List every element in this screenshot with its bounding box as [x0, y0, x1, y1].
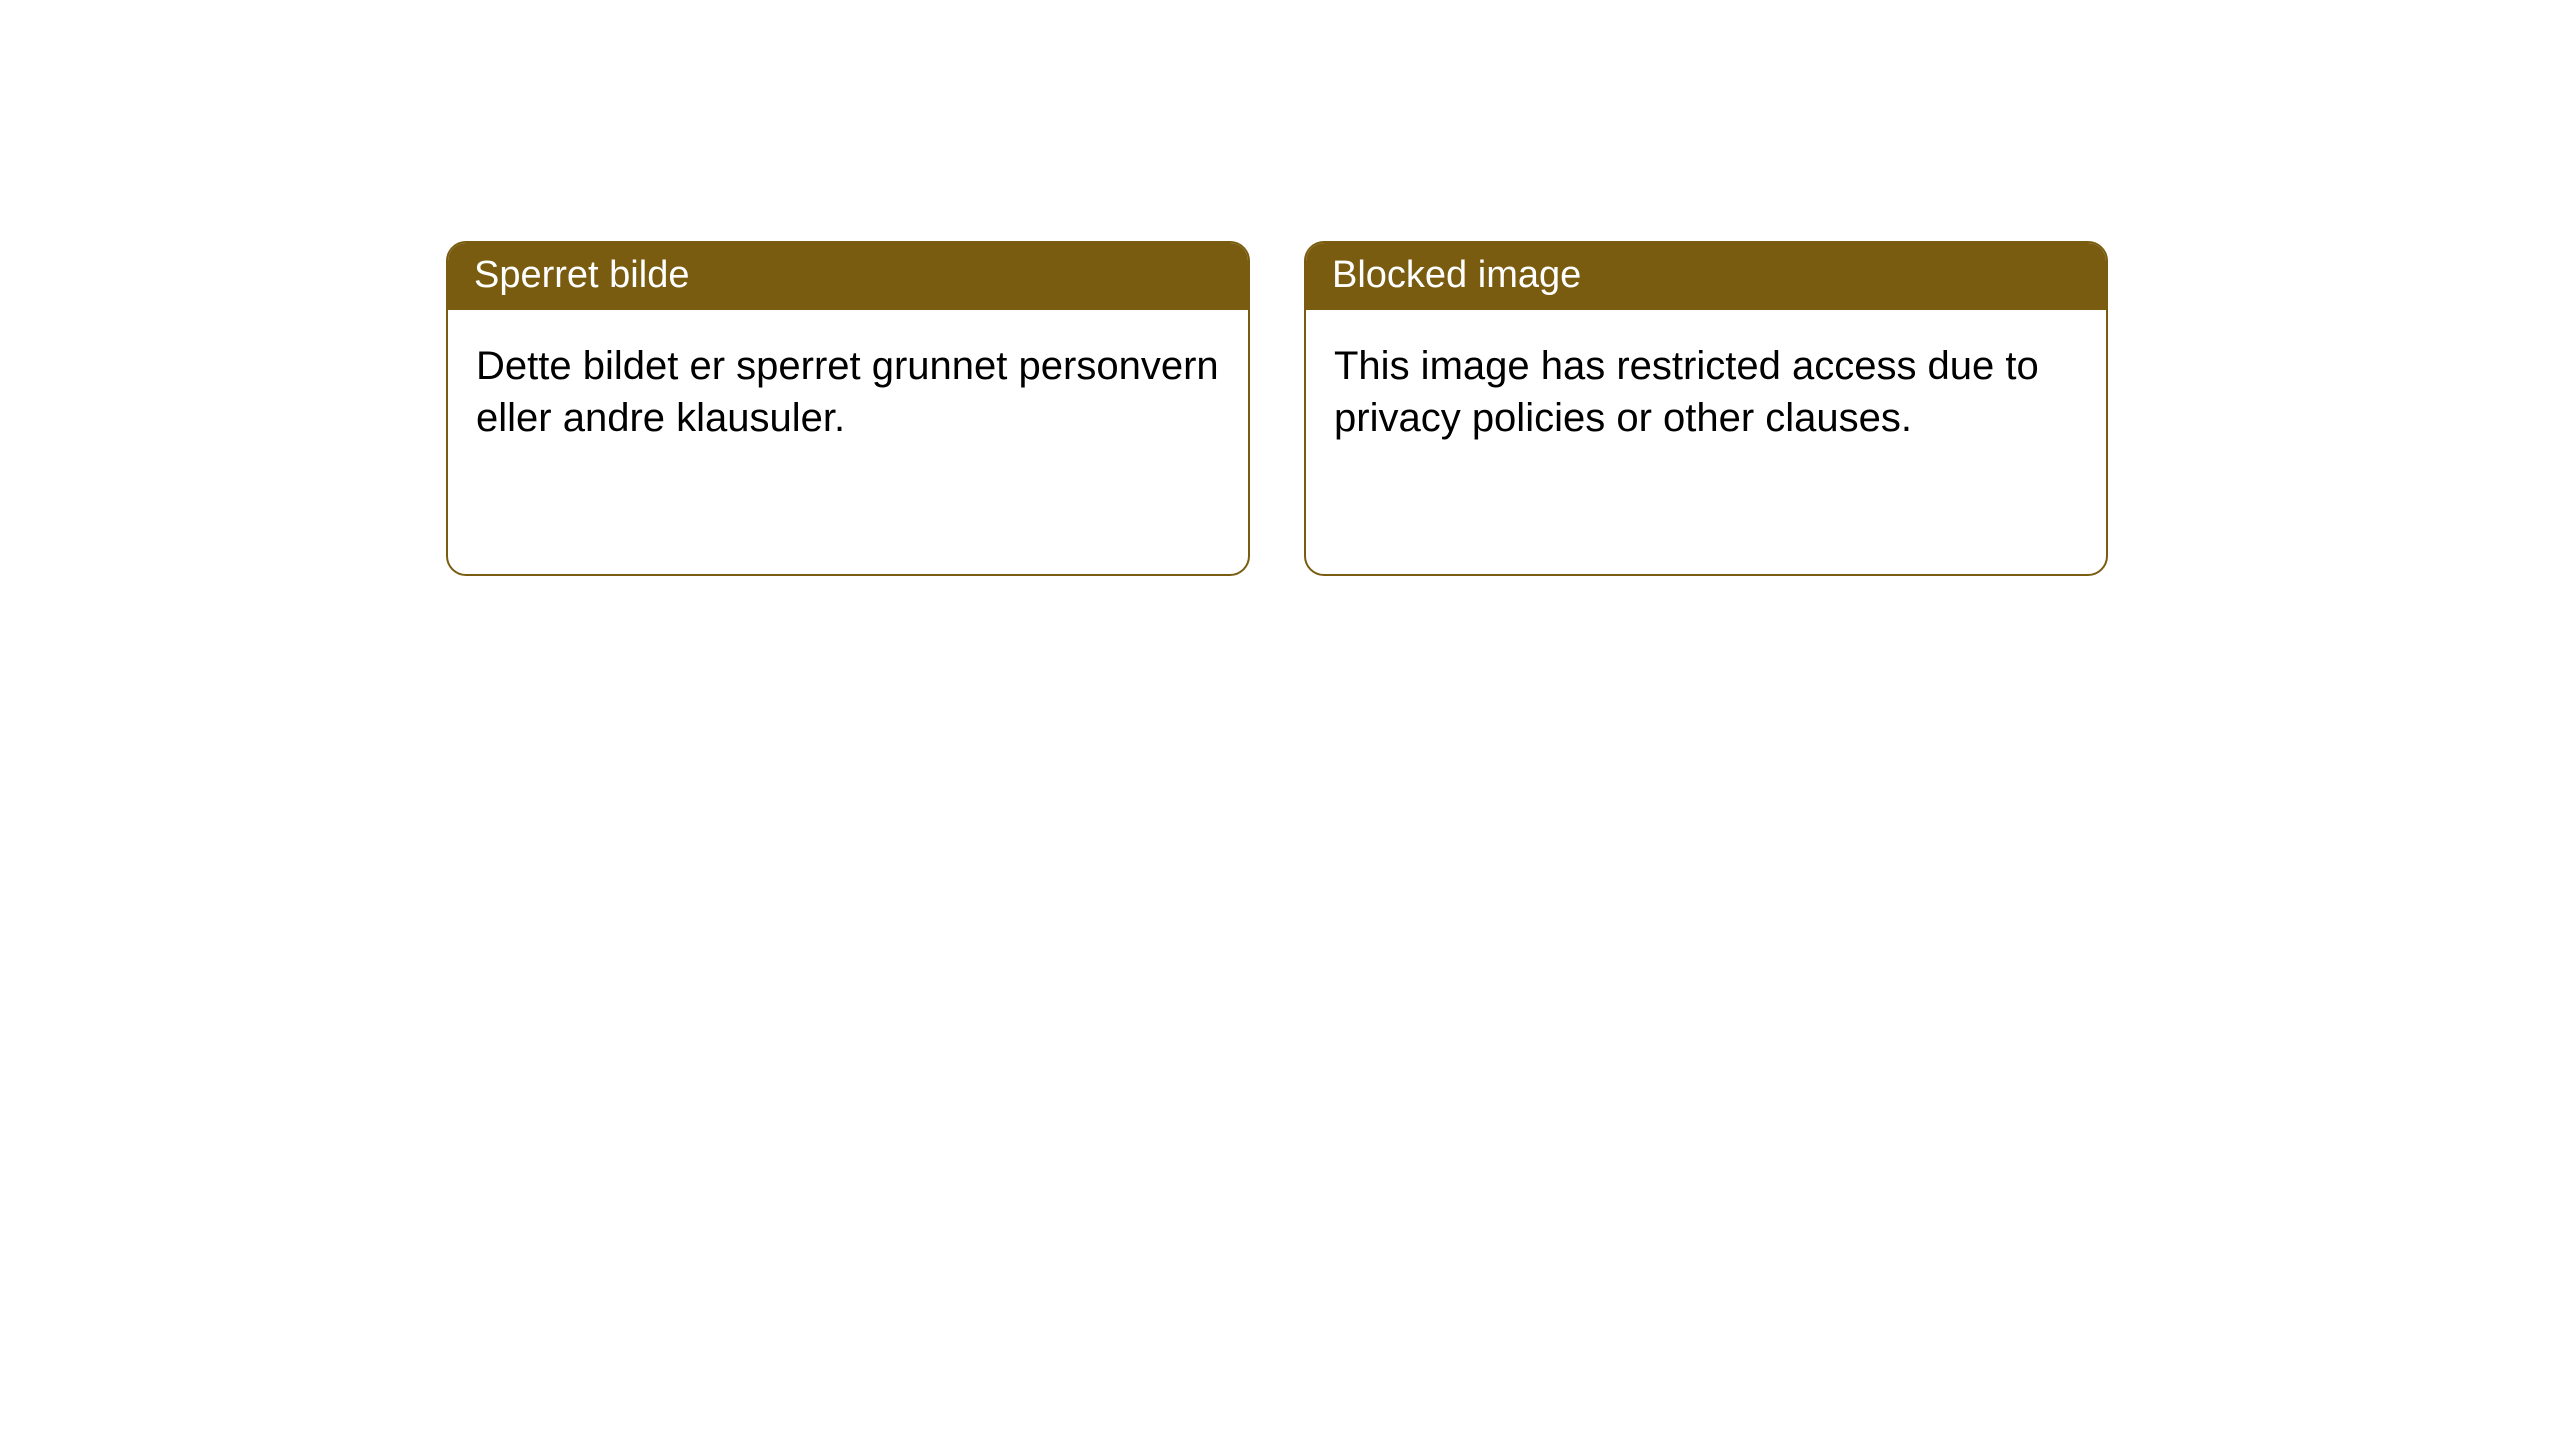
notice-body: Dette bildet er sperret grunnet personve… [448, 310, 1248, 474]
notice-header: Blocked image [1306, 243, 2106, 310]
notice-card-norwegian: Sperret bilde Dette bildet er sperret gr… [446, 241, 1250, 576]
notice-container: Sperret bilde Dette bildet er sperret gr… [446, 241, 2108, 576]
notice-card-english: Blocked image This image has restricted … [1304, 241, 2108, 576]
notice-header: Sperret bilde [448, 243, 1248, 310]
notice-body: This image has restricted access due to … [1306, 310, 2106, 474]
